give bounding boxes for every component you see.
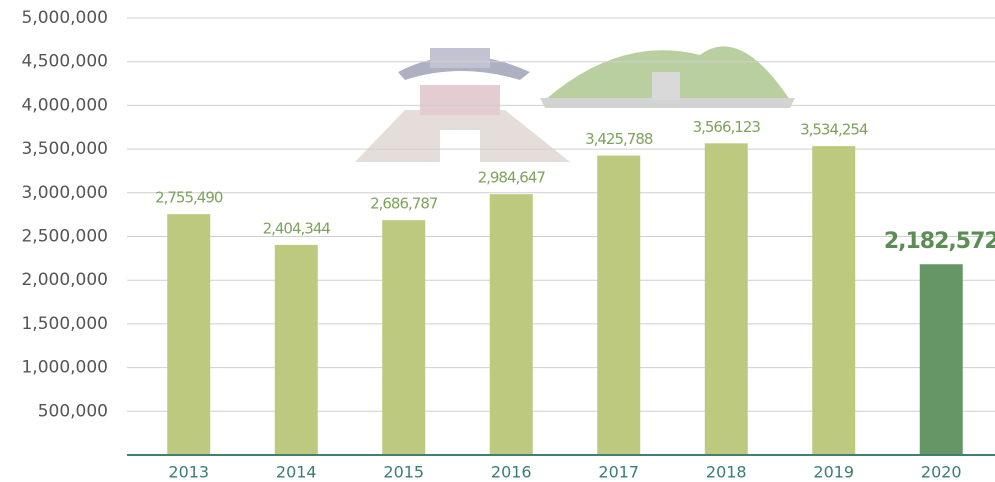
chart: 500,000 1,000,000 1,500,000 2,000,000 2,500,… — [0, 0, 995, 482]
x-tick-label: 2014 — [276, 463, 317, 482]
x-tick-label: 2015 — [383, 463, 424, 482]
y-tick-label: 3,500,000 — [21, 139, 108, 159]
x-tick-label: 2013 — [168, 463, 209, 482]
y-tick-label: 500,000 — [38, 401, 108, 421]
bar — [382, 220, 425, 455]
y-tick-label: 1,000,000 — [21, 358, 108, 378]
bar — [490, 194, 533, 455]
y-tick-label: 2,500,000 — [21, 227, 108, 247]
y-tick-label: 2,000,000 — [21, 270, 108, 290]
value-label: 2,182,572 — [884, 229, 995, 254]
x-tick-label: 2020 — [921, 463, 962, 482]
value-label: 2,755,490 — [155, 189, 223, 207]
y-tick-label: 1,500,000 — [21, 314, 108, 334]
y-tick-label: 4,000,000 — [21, 95, 108, 115]
x-tick-label: 2019 — [813, 463, 854, 482]
value-label: 2,404,344 — [263, 219, 331, 237]
y-tick-label: 5,000,000 — [21, 8, 108, 28]
value-label: 3,425,788 — [585, 130, 653, 148]
tomb-illustration — [540, 46, 795, 108]
bar — [275, 245, 318, 455]
value-label: 3,566,123 — [693, 118, 761, 136]
bar — [812, 146, 855, 455]
x-tick-label: 2017 — [598, 463, 639, 482]
bar — [705, 143, 748, 455]
value-label: 3,534,254 — [800, 121, 868, 139]
bar — [920, 264, 963, 455]
x-tick-label: 2018 — [706, 463, 747, 482]
value-label: 2,984,647 — [478, 169, 546, 187]
bar — [167, 214, 210, 455]
y-tick-label: 3,000,000 — [21, 183, 108, 203]
value-label: 2,686,787 — [370, 195, 438, 213]
y-tick-label: 4,500,000 — [21, 52, 108, 72]
bar — [597, 156, 640, 455]
x-tick-label: 2016 — [491, 463, 532, 482]
